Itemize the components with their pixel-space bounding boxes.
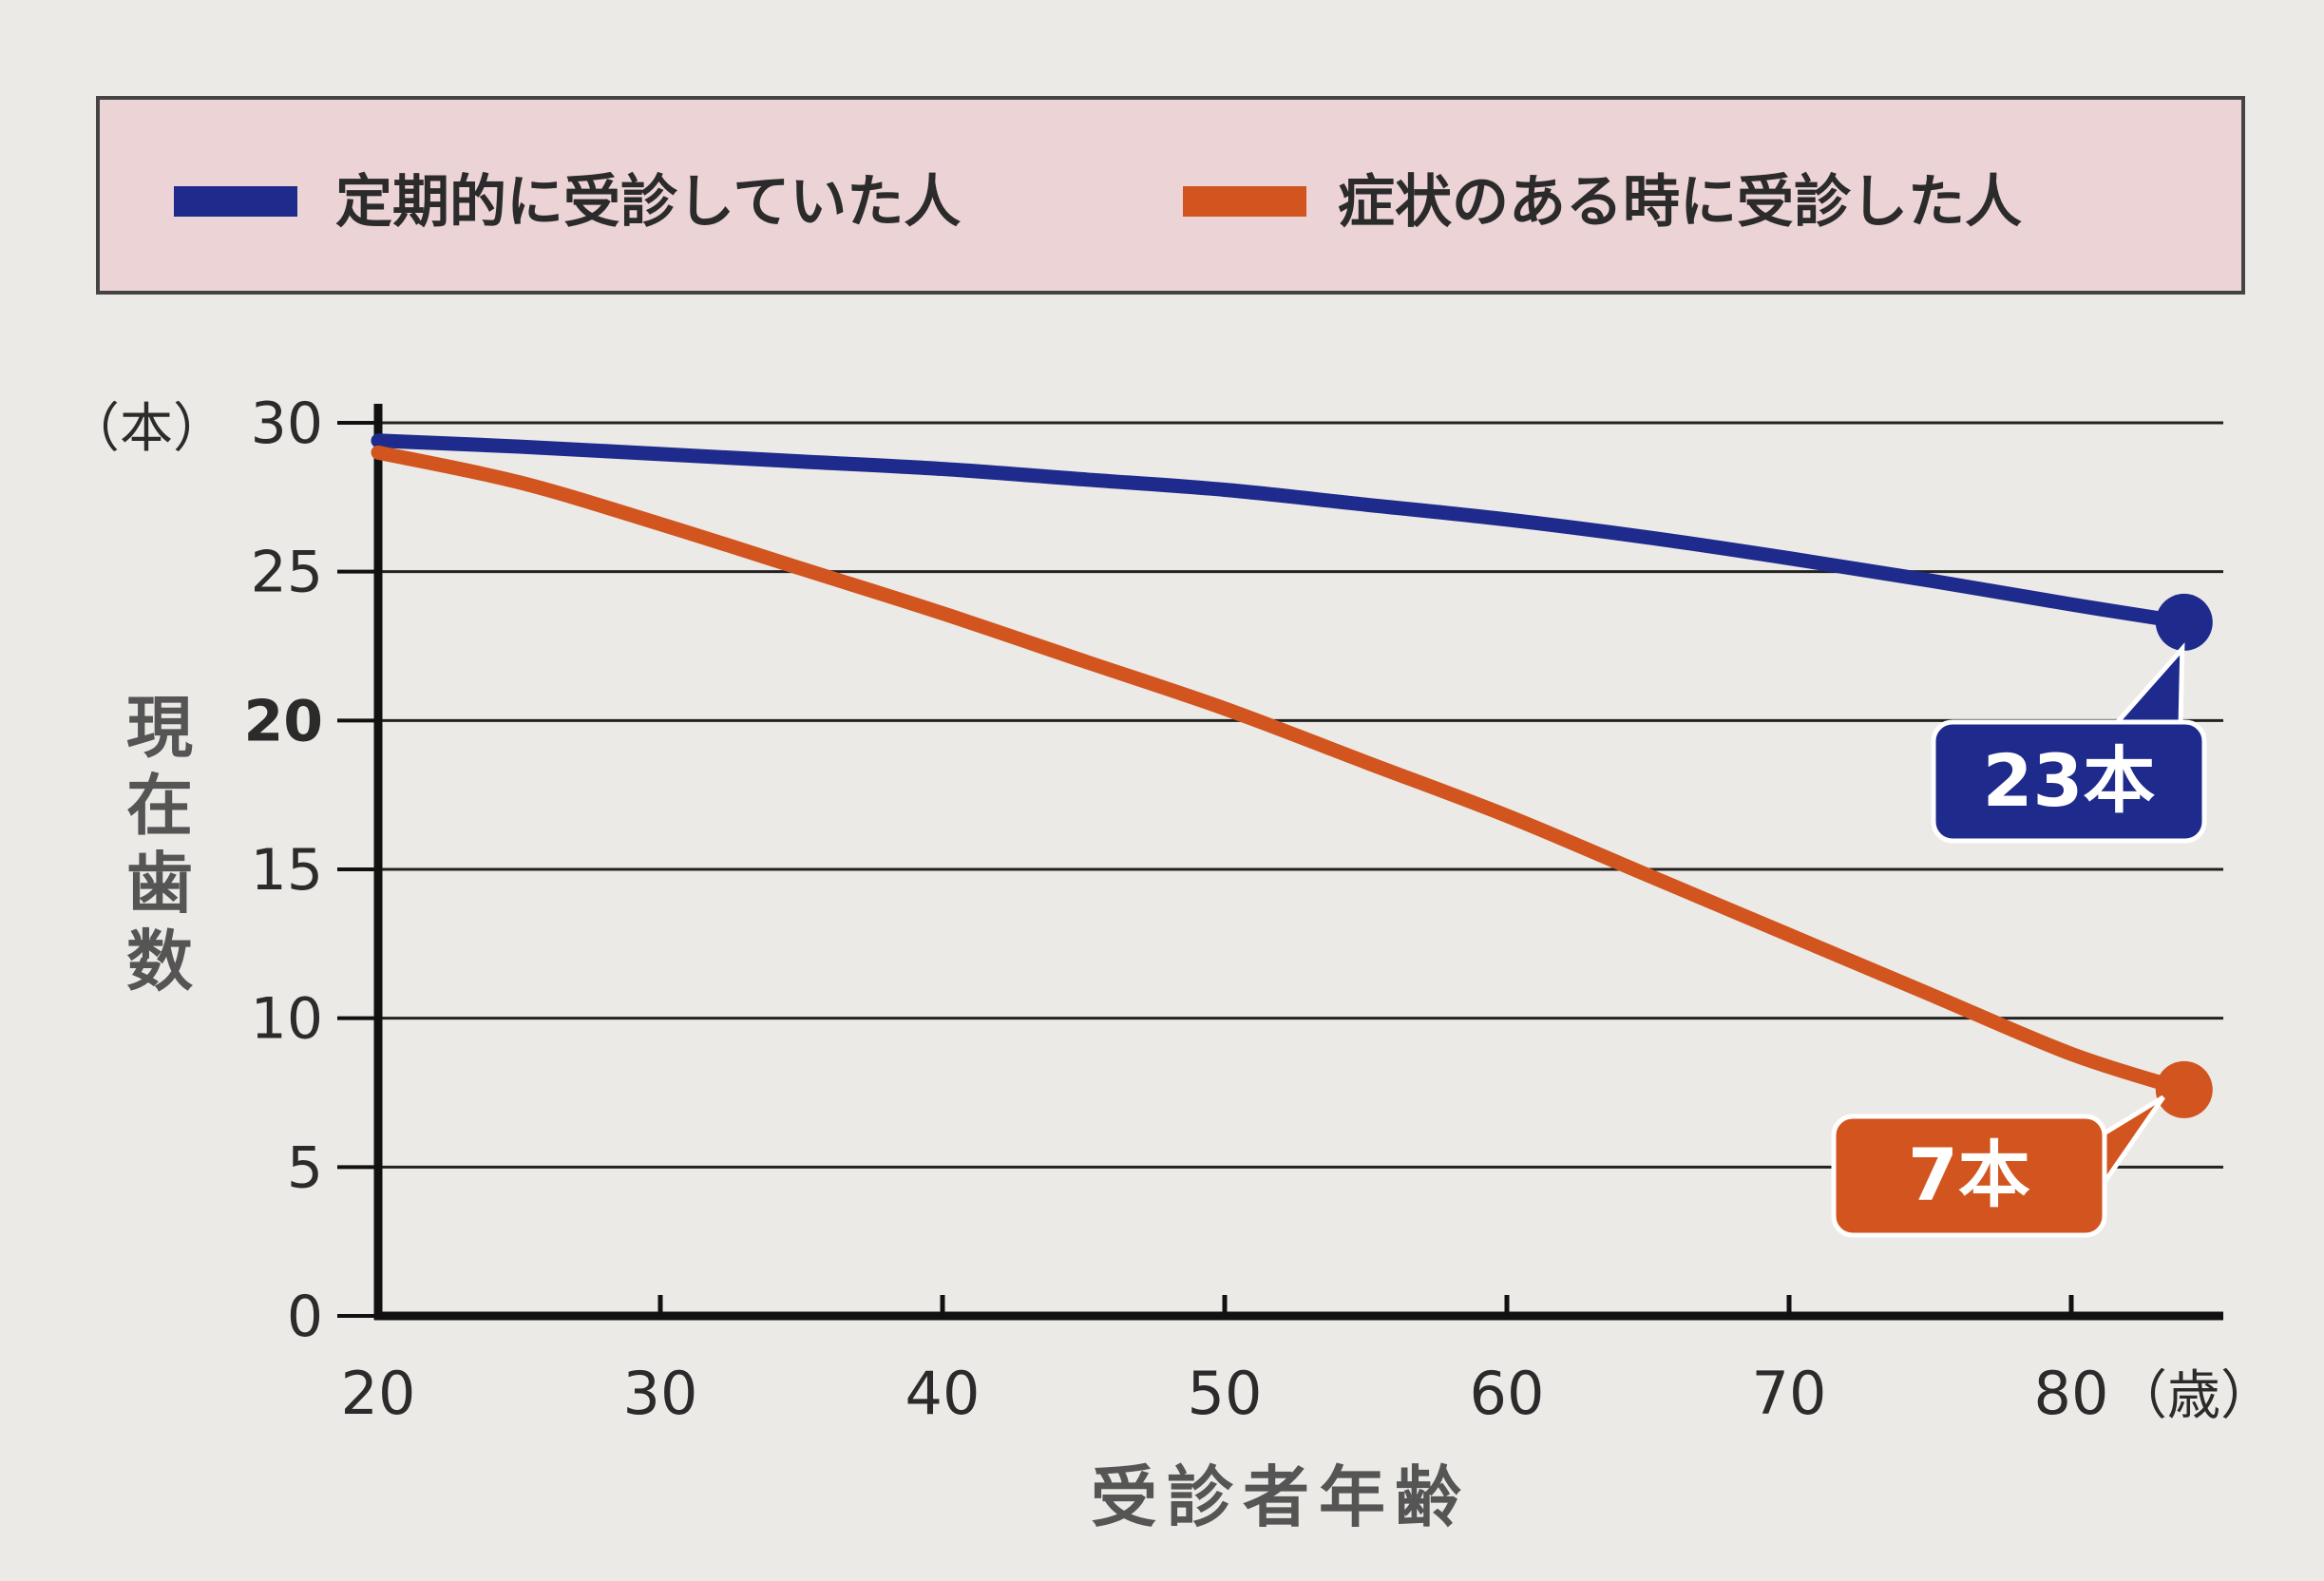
legend-box [96,96,2245,295]
y-tick-label-0: 0 [287,1284,323,1350]
x-tick-label-40: 40 [905,1359,981,1428]
series-layer [371,433,2213,1118]
callout-pointer-0 [2108,642,2185,729]
series-end-marker-0 [2155,593,2213,651]
callout-label-0: 23本 [1983,738,2156,823]
y-tick-label-30: 30 [251,390,323,457]
callout-box-1 [1831,1114,2107,1238]
legend-swatch-0 [174,186,297,217]
y-axis-title-char: 歯 [126,845,193,923]
y-tick-label-20: 20 [244,688,324,754]
series-end-marker-1 [2155,1060,2213,1118]
x-tick-label-70: 70 [1752,1359,1827,1428]
x-tick-label-30: 30 [623,1359,698,1428]
legend-swatch-1 [1183,186,1306,217]
y-tick-label-25: 25 [251,540,323,606]
y-axis-title: 現在歯数 [126,689,193,1000]
x-axis-title: 受診者年齢 [1091,1458,1471,1536]
legend: 定期的に受診していた人 症状のある時に受診した人 [96,96,2245,295]
callout-box-0 [1931,719,2207,844]
y-unit-label: （本） [67,398,226,460]
y-tick-labels: 0 5 10 15 20 25 30 [244,390,324,1350]
end-label-callout-0: 23本 [1931,642,2207,844]
x-tick-label-20: 20 [341,1359,416,1428]
y-axis-title-char: 数 [126,923,193,1000]
x-unit-label: （歳） [2114,1365,2274,1427]
y-axis-title-char: 在 [126,767,193,845]
y-axis-title-char: 現 [126,689,193,767]
x-tick-labels: 20 30 40 50 60 70 80 [341,1359,2109,1428]
callouts-layer: 23本 7本 [1831,642,2207,1238]
legend-label-0: 定期的に受診していた人 [335,169,961,236]
y-tick-label-10: 10 [251,986,323,1053]
callout-label-1: 7本 [1908,1133,2030,1217]
series-line-0 [371,433,2192,630]
x-tick-label-50: 50 [1188,1359,1263,1428]
series-line-1 [371,445,2192,1097]
y-tick-label-15: 15 [251,837,323,904]
axes [337,404,2223,1321]
x-tick-label-60: 60 [1470,1359,1545,1428]
end-label-callout-1: 7本 [1831,1095,2165,1238]
x-tick-label-80: 80 [2034,1359,2109,1428]
legend-label-1: 症状のある時に受診した人 [1338,169,2022,236]
callout-pointer-1 [2098,1095,2165,1196]
y-tick-label-5: 5 [287,1134,323,1201]
